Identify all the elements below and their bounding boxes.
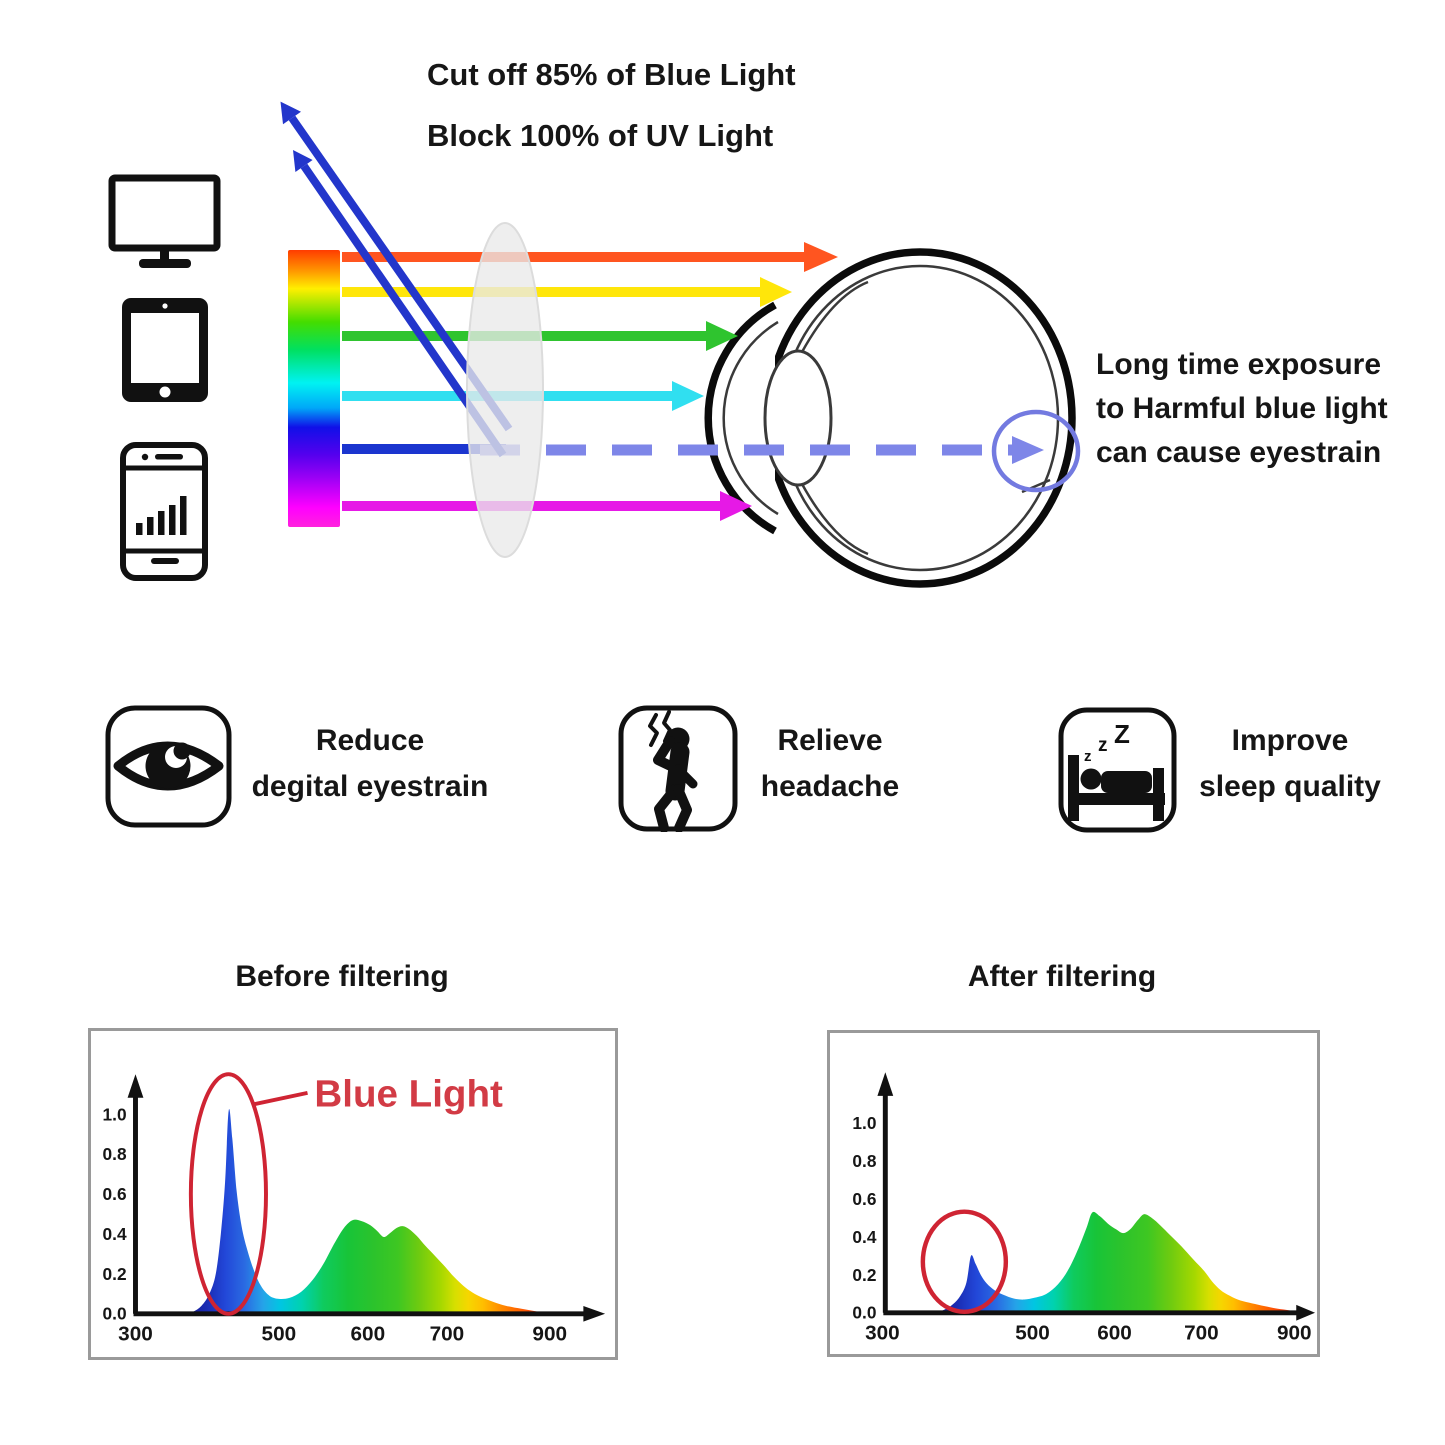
x-tick-label: 500 [1015,1321,1050,1344]
header-line-1: Cut off 85% of Blue Light [427,57,796,92]
retina-highlight-circle [991,409,1081,493]
y-tick-label: 1.0 [103,1104,127,1124]
eye-note-line: Long time exposure [1096,348,1382,381]
y-tick-label: 0.8 [852,1151,876,1171]
x-tick-label: 900 [532,1322,567,1345]
x-tick-label: 600 [351,1322,386,1345]
y-tick-label: 0.0 [852,1303,876,1323]
blue-light-label: Blue Light [314,1073,503,1116]
x-tick-label: 300 [865,1321,900,1344]
chart-after-box: 1.0 0.8 0.6 0.4 0.2 0.0 300 500 600 700 900 [827,1030,1320,1357]
benefit-label-line: degital eyestrain [251,770,489,803]
axes [877,1072,1316,1321]
spectrum-area [934,1211,1300,1313]
x-tick-label: 600 [1097,1321,1132,1344]
benefit-label-line: Improve [1231,724,1349,757]
benefit-label-line: Reduce [315,724,425,757]
eye-diagram [704,248,1076,588]
phone-bar-chart [136,496,187,535]
benefit-label-line: Relieve [777,724,883,757]
y-tick-label: 0.2 [852,1265,876,1285]
eye-icon [105,705,232,828]
y-tick-label: 0.4 [852,1227,876,1247]
ray-diagram [108,101,1081,588]
y-tick-label: 0.2 [103,1264,127,1284]
zzz-glyph: Z [1114,719,1130,749]
benefit-label-line: headache [760,770,900,803]
zzz-glyph: z [1084,748,1092,765]
header-line-2: Block 100% of UV Light [427,118,774,153]
tablet-icon [122,298,208,402]
x-tick-label: 500 [262,1322,297,1345]
glasses-lens [466,222,544,558]
y-tick-label: 0.6 [852,1189,876,1209]
axes [127,1074,606,1322]
headache-icon [618,705,738,832]
y-tick-label: 1.0 [852,1113,876,1133]
benefit-label-line: sleep quality [1199,770,1381,803]
chart-title-after: After filtering [967,960,1157,993]
x-tick-label: 700 [430,1322,465,1345]
curve-layer [184,1108,553,1314]
eye-note-line: to Harmful blue light [1096,392,1388,425]
monitor-icon [108,174,221,268]
x-tick-label: 700 [1184,1321,1219,1344]
y-tick-label: 0.4 [103,1224,127,1244]
zzz-glyph: z [1098,735,1108,756]
spectrum-area [184,1108,553,1314]
smartphone-icon [120,442,208,581]
y-tick-label: 0.6 [103,1184,127,1204]
blue-light-annotation: Blue Light [188,1072,503,1316]
light-rays [342,242,1044,521]
eye-lens [763,349,833,487]
x-tick-label: 900 [1277,1321,1312,1344]
chart-title-before: Before filtering [235,960,449,993]
chart-before-box: Blue Light 1.0 0.8 0.6 0.4 0.2 0.0 300 500 600 70… [88,1028,618,1360]
y-tick-label: 0.8 [103,1144,127,1164]
y-tick-label: 0.0 [103,1304,127,1324]
spectrum-bar [288,250,340,527]
x-tick-label: 300 [118,1322,153,1345]
filtered-blue-annotation [920,1209,1009,1314]
eye-note-line: can cause eyestrain [1096,436,1382,469]
curve-layer [934,1211,1300,1313]
sleep-icon: z z Z [1058,707,1177,833]
